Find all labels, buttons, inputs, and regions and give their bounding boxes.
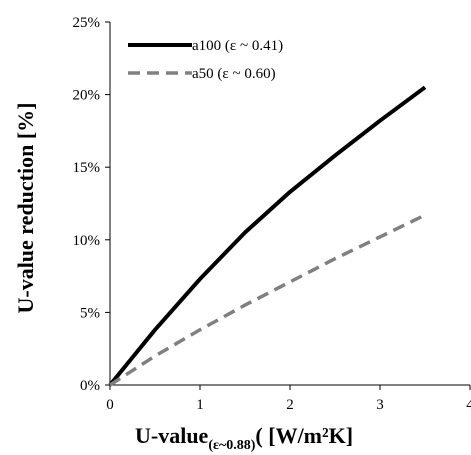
x-axis-label: U-value(ε~0.88)( [W/m²K] <box>135 423 353 453</box>
y-tick-label: 15% <box>73 160 101 176</box>
x-tick-label: 3 <box>376 397 384 413</box>
legend-label-a100: a100 (ε ~ 0.41) <box>192 38 283 54</box>
x-axis-label-sub: (ε~0.88) <box>208 438 255 453</box>
series-line-a50 <box>109 213 426 387</box>
x-tick-label: 4 <box>466 397 471 413</box>
y-tick-label: 25% <box>73 15 101 31</box>
x-axis-label-tail: ( [W/m²K] <box>255 423 353 448</box>
y-tick-label: 20% <box>73 88 101 104</box>
series-line-a100 <box>108 85 427 387</box>
axes <box>109 22 470 386</box>
x-tick-label: 2 <box>286 397 294 413</box>
legend-label-a50: a50 (ε ~ 0.60) <box>192 66 276 82</box>
legend: a100 (ε ~ 0.41) a50 (ε ~ 0.60) <box>128 38 283 82</box>
y-tick-label: 0% <box>80 378 100 394</box>
series-group <box>108 85 427 387</box>
y-axis-label: U-value reduction [%] <box>13 102 38 313</box>
x-axis-label-main: U-value <box>135 423 209 448</box>
y-tick-label: 10% <box>73 233 101 249</box>
y-tick-label: 5% <box>80 305 100 321</box>
x-ticks: 0 1 2 3 4 <box>106 385 471 413</box>
x-tick-label: 1 <box>196 397 204 413</box>
y-ticks: 0% 5% 10% 15% 20% 25% <box>73 15 110 394</box>
x-tick-label: 0 <box>106 397 114 413</box>
